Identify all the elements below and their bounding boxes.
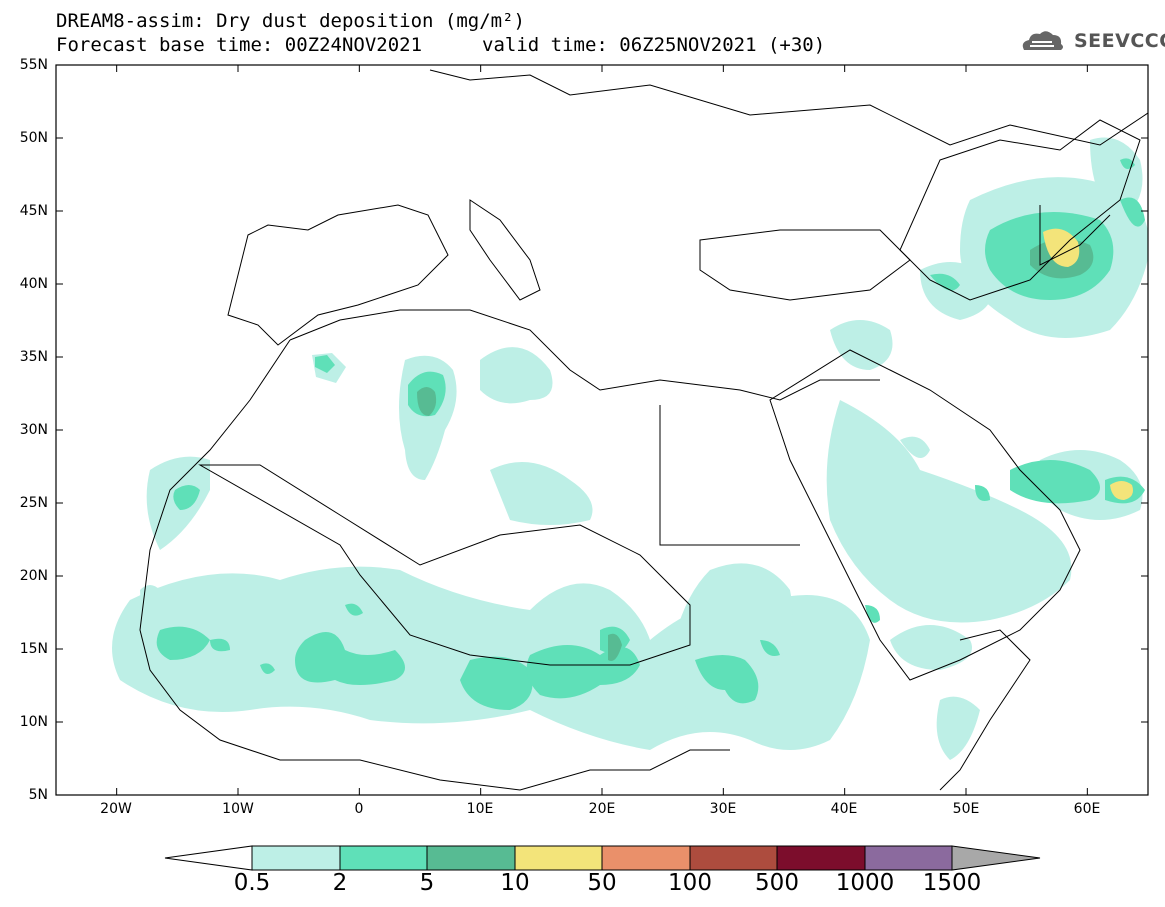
lat-label: 50N bbox=[19, 130, 48, 146]
dust-level-2 bbox=[156, 158, 1145, 710]
colorbar-label: 1500 bbox=[922, 870, 982, 896]
colorbar-bin-2 bbox=[339, 845, 428, 871]
valid-time: valid time: 06Z25NOV2021 (+30) bbox=[482, 34, 826, 56]
lat-label: 55N bbox=[19, 57, 48, 73]
colorbar-label: 2 bbox=[332, 870, 348, 896]
lon-label: 10E bbox=[466, 801, 494, 817]
colorbar-bin-8 bbox=[864, 845, 953, 871]
lat-label: 25N bbox=[19, 495, 48, 511]
colorbar-bin-6 bbox=[689, 845, 778, 871]
lon-label: 60E bbox=[1073, 801, 1101, 817]
lon-label: 20E bbox=[588, 801, 616, 817]
colorbar-bin-5 bbox=[601, 845, 691, 871]
colorbar-label: 10 bbox=[500, 870, 530, 896]
colorbar-label: 5 bbox=[419, 870, 435, 896]
colorbar-label: 50 bbox=[587, 870, 617, 896]
colorbar bbox=[164, 845, 1041, 871]
lat-label: 15N bbox=[19, 641, 48, 657]
colorbar-low-arrow bbox=[164, 845, 253, 871]
lat-label: 30N bbox=[19, 422, 48, 438]
lon-label: 20W bbox=[100, 801, 132, 817]
colorbar-high-arrow bbox=[951, 845, 1041, 871]
lon-label: 50E bbox=[952, 801, 980, 817]
colorbar-label: 1000 bbox=[835, 870, 895, 896]
colorbar-label: 0.5 bbox=[233, 870, 271, 896]
map-title: DREAM8-assim: Dry dust deposition (mg/m²… bbox=[56, 10, 525, 32]
lat-label: 45N bbox=[19, 203, 48, 219]
cloud-icon bbox=[1022, 31, 1063, 50]
colorbar-bin-3 bbox=[426, 845, 516, 871]
colorbar-bin-1 bbox=[251, 845, 341, 871]
coastlines bbox=[139, 69, 1148, 791]
lat-label: 40N bbox=[19, 276, 48, 292]
lat-label: 35N bbox=[19, 349, 48, 365]
colorbar-bin-4 bbox=[514, 845, 603, 871]
colorbar-label: 500 bbox=[755, 870, 799, 896]
axis-ticks bbox=[56, 64, 1148, 796]
lon-label: 30E bbox=[709, 801, 737, 817]
lon-label: 10W bbox=[222, 801, 254, 817]
lon-label: 40E bbox=[830, 801, 858, 817]
forecast-base-time: Forecast base time: 00Z24NOV2021 bbox=[56, 34, 423, 56]
lat-label: 5N bbox=[28, 787, 48, 803]
colorbar-bin-7 bbox=[776, 845, 866, 871]
colorbar-label: 100 bbox=[668, 870, 712, 896]
lon-label: 0 bbox=[354, 801, 364, 817]
logo-text: SEEVCCC bbox=[1074, 30, 1165, 52]
lat-label: 10N bbox=[19, 714, 48, 730]
lat-label: 20N bbox=[19, 568, 48, 584]
